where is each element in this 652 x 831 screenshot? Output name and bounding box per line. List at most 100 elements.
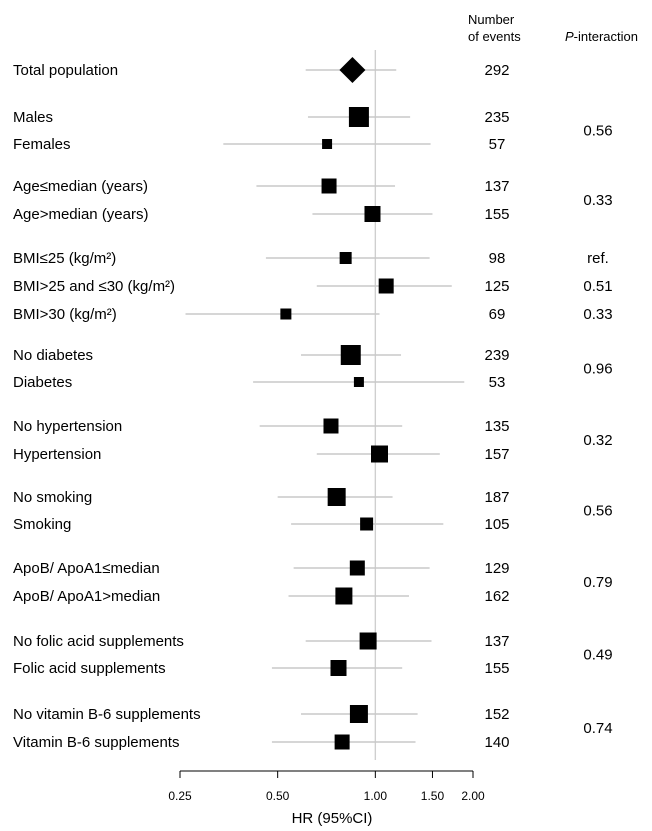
hr-square: [370, 445, 388, 463]
row-label: BMI>25 and ≤30 (kg/m²): [13, 278, 175, 295]
event-count: 157: [484, 446, 509, 463]
x-axis-label: HR (95%CI): [292, 810, 373, 827]
p-interaction-header-suffix: -interaction: [574, 29, 638, 44]
event-count: 155: [484, 660, 509, 677]
forest-row: Hypertension 157: [13, 445, 510, 463]
row-label: Females: [13, 136, 71, 153]
events-header-line1: Number: [468, 12, 515, 27]
hr-square: [349, 705, 368, 723]
row-label: Age≤median (years): [13, 178, 148, 195]
p-interaction-value: 0.33: [583, 192, 612, 209]
row-label: Hypertension: [13, 446, 101, 463]
forest-row: No vitamin B-6 supplements 152: [13, 705, 510, 723]
row-label: Total population: [13, 62, 118, 79]
hr-square: [335, 587, 353, 605]
hr-square: [348, 107, 369, 127]
hr-square: [322, 139, 333, 149]
x-tick-label: 2.00: [461, 789, 485, 803]
p-interaction-value: 0.79: [583, 574, 612, 591]
hr-square: [353, 377, 364, 387]
hr-square: [334, 734, 350, 750]
event-count: 239: [484, 347, 509, 364]
p-interaction-header: P-interaction: [565, 29, 638, 44]
forest-rows: Total population 292 Males 235 Females 57 Age≤…: [13, 57, 510, 751]
column-headers: Number of events P-interaction: [468, 12, 638, 44]
event-count: 125: [484, 278, 509, 295]
row-label: BMI≤25 (kg/m²): [13, 250, 116, 267]
row-label: No vitamin B-6 supplements: [13, 706, 201, 723]
p-interaction-value: ref.: [587, 250, 609, 267]
row-label: No diabetes: [13, 347, 93, 364]
events-header-line2: of events: [468, 29, 521, 44]
forest-row: Males 235: [13, 107, 510, 127]
forest-row: No diabetes 239: [13, 345, 510, 365]
x-tick-label: 0.25: [168, 789, 192, 803]
p-interaction-values: 0.56 0.33 ref. 0.51 0.33 0.96 0.32 0.56 0.79 0.49…: [583, 123, 612, 738]
event-count: 187: [484, 489, 509, 506]
p-interaction-value: 0.32: [583, 432, 612, 449]
hr-diamond: [339, 57, 366, 83]
forest-row: BMI>30 (kg/m²) 69: [13, 306, 505, 323]
forest-row: Folic acid supplements 155: [13, 660, 510, 677]
event-count: 152: [484, 706, 509, 723]
row-label: BMI>30 (kg/m²): [13, 306, 117, 323]
p-interaction-value: 0.56: [583, 503, 612, 520]
row-label: Diabetes: [13, 374, 72, 391]
row-label: Folic acid supplements: [13, 660, 166, 677]
row-label: Age>median (years): [13, 206, 148, 223]
p-interaction-header-prefix: P: [565, 29, 574, 44]
forest-row: Smoking 105: [13, 516, 510, 533]
event-count: 140: [484, 734, 509, 751]
hr-square: [364, 206, 381, 222]
p-interaction-value: 0.56: [583, 123, 612, 140]
hr-square: [327, 488, 346, 506]
hr-square: [330, 660, 347, 676]
p-interaction-value: 0.96: [583, 361, 612, 378]
event-count: 137: [484, 633, 509, 650]
event-count: 98: [489, 250, 506, 267]
x-tick-label: 0.50: [266, 789, 290, 803]
row-label: Males: [13, 109, 53, 126]
row-label: Vitamin B-6 supplements: [13, 734, 179, 751]
event-count: 105: [484, 516, 509, 533]
row-label: No smoking: [13, 489, 92, 506]
hr-square: [323, 418, 339, 434]
row-label: ApoB/ ApoA1>median: [13, 588, 160, 605]
hr-square: [321, 178, 337, 194]
event-count: 235: [484, 109, 509, 126]
forest-row: Females 57: [13, 136, 505, 153]
p-interaction-value: 0.74: [583, 720, 612, 737]
forest-row: Total population 292: [13, 57, 510, 83]
p-interaction-value: 0.51: [583, 278, 612, 295]
hr-square: [349, 560, 365, 576]
event-count: 129: [484, 560, 509, 577]
x-tick-label: 1.00: [364, 789, 388, 803]
p-interaction-value: 0.49: [583, 647, 612, 664]
forest-row: BMI>25 and ≤30 (kg/m²) 125: [13, 278, 510, 295]
hr-square: [339, 252, 352, 264]
hr-square: [280, 308, 292, 320]
row-label: No hypertension: [13, 418, 122, 435]
event-count: 135: [484, 418, 509, 435]
x-tick-label: 1.50: [421, 789, 445, 803]
forest-row: No folic acid supplements 137: [13, 632, 510, 650]
event-count: 155: [484, 206, 509, 223]
event-count: 57: [489, 136, 506, 153]
forest-row: No hypertension 135: [13, 418, 510, 435]
row-label: Smoking: [13, 516, 71, 533]
event-count: 292: [484, 62, 509, 79]
event-count: 137: [484, 178, 509, 195]
forest-row: No smoking 187: [13, 488, 510, 506]
x-axis: 0.25 0.50 1.00 1.50 2.00: [168, 770, 485, 803]
forest-row: Age≤median (years) 137: [13, 178, 510, 195]
hr-square: [359, 632, 377, 650]
row-label: No folic acid supplements: [13, 633, 184, 650]
forest-row: Vitamin B-6 supplements 140: [13, 734, 510, 751]
forest-row: ApoB/ ApoA1>median 162: [13, 587, 510, 605]
event-count: 69: [489, 306, 506, 323]
row-label: ApoB/ ApoA1≤median: [13, 560, 160, 577]
forest-row: ApoB/ ApoA1≤median 129: [13, 560, 510, 577]
forest-row: Age>median (years) 155: [13, 206, 510, 223]
event-count: 162: [484, 588, 509, 605]
